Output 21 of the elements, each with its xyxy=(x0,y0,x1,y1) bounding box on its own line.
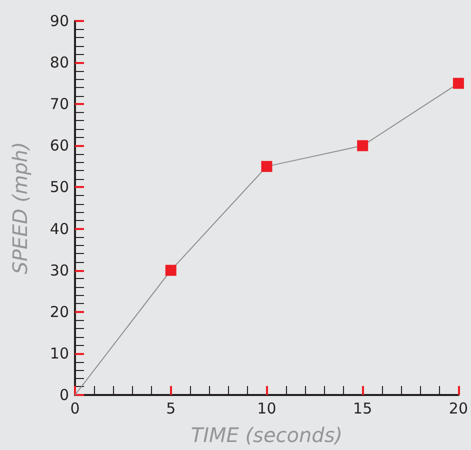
x-tick-label: 15 xyxy=(353,400,372,418)
x-tick-label: 20 xyxy=(448,400,468,418)
x-axis-title: TIME (seconds) xyxy=(190,423,343,447)
y-tick-label: 30 xyxy=(50,261,69,280)
point xyxy=(165,264,176,276)
y-tick-label: 80 xyxy=(50,54,69,72)
x-tick-label: 10 xyxy=(257,400,276,418)
y-tick-label: 0 xyxy=(59,386,69,404)
point xyxy=(357,140,368,152)
x-tick-label: 5 xyxy=(166,400,176,418)
y-tick-label: 60 xyxy=(50,136,69,155)
y-tick-label: 10 xyxy=(50,344,69,362)
y-tick-label: 40 xyxy=(50,220,69,238)
y-tick-label: 70 xyxy=(50,95,69,114)
point xyxy=(261,160,272,172)
y-tick-label: 90 xyxy=(50,12,69,30)
point xyxy=(452,78,464,89)
y-tick-label: 20 xyxy=(50,302,69,321)
y-tick-label: 50 xyxy=(50,178,69,196)
x-tick-label: 0 xyxy=(70,400,80,418)
y-axis-title: SPEED (mph) xyxy=(8,142,32,274)
